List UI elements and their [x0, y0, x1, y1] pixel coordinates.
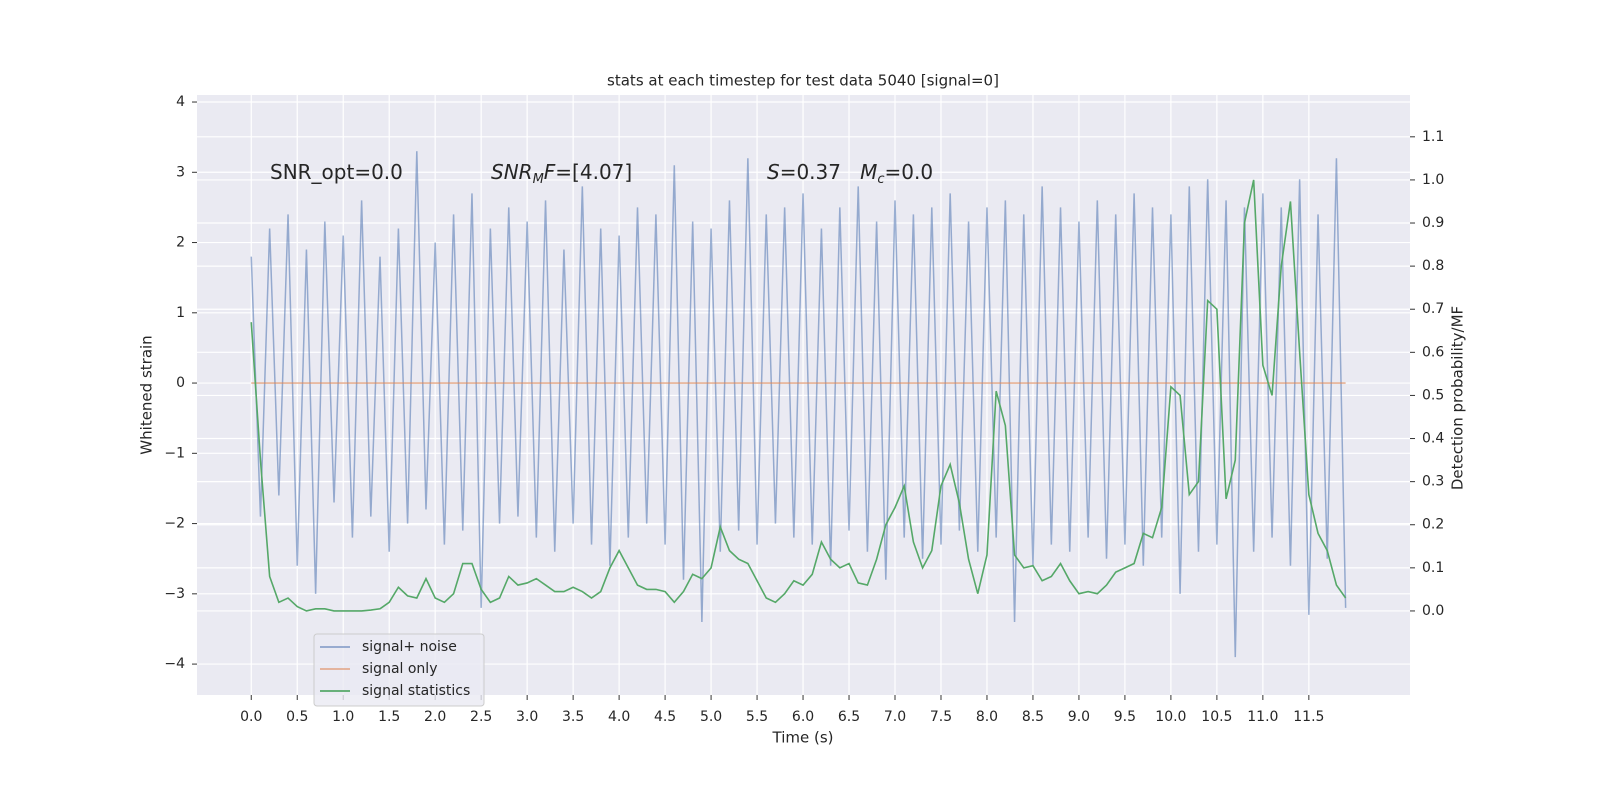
annotation: SNR_opt=0.0 [270, 160, 403, 184]
x-tick-label: 1.0 [332, 709, 354, 725]
y2-tick-label: 0.3 [1422, 474, 1444, 490]
y-tick-label: −3 [164, 586, 185, 602]
legend-label: signal+ noise [362, 639, 457, 655]
y2-tick-label: 0.9 [1422, 215, 1444, 231]
x-axis-label: Time (s) [772, 729, 834, 747]
x-tick-label: 2.0 [424, 709, 446, 725]
x-tick-label: 4.5 [654, 709, 676, 725]
legend-label: signal statistics [362, 683, 470, 699]
x-tick-label: 6.0 [792, 709, 814, 725]
chart-title: stats at each timestep for test data 504… [607, 72, 999, 90]
y-tick-label: 3 [176, 164, 185, 180]
x-tick-label: 2.5 [470, 709, 492, 725]
x-tick-label: 0.5 [286, 709, 308, 725]
x-tick-label: 10.5 [1201, 709, 1232, 725]
y2-tick-label: 0.5 [1422, 387, 1444, 403]
x-tick-label: 1.5 [378, 709, 400, 725]
annotation-part: SNR_opt=0.0 [270, 160, 403, 184]
x-tick-label: 9.0 [1068, 709, 1090, 725]
x-tick-label: 9.5 [1114, 709, 1136, 725]
y2-tick-label: 0.0 [1422, 603, 1444, 619]
x-tick-label: 0.0 [240, 709, 262, 725]
x-tick-label: 10.0 [1155, 709, 1186, 725]
annotation-part: M [860, 160, 877, 184]
annotation-part: F [544, 160, 556, 184]
y-tick-label: −4 [164, 656, 185, 672]
x-tick-label: 7.5 [930, 709, 952, 725]
series-line [250, 179, 1347, 612]
y-tick-label: −1 [164, 445, 185, 461]
legend-label: signal only [362, 661, 437, 677]
legend-box [313, 633, 485, 707]
y-tick-label: 0 [176, 375, 185, 391]
x-tick-label: 3.5 [562, 709, 584, 725]
annotation-part: =0.0 [885, 160, 934, 184]
annotation-part: c [877, 172, 884, 187]
y2-tick-label: 0.7 [1422, 301, 1444, 317]
x-tick-label: 5.0 [700, 709, 722, 725]
x-tick-label: 8.5 [1022, 709, 1044, 725]
y-tick-label: 4 [176, 94, 185, 110]
x-tick-label: 11.0 [1247, 709, 1278, 725]
x-tick-label: 3.0 [516, 709, 538, 725]
y2-tick-label: 0.1 [1422, 560, 1444, 576]
y2-tick-label: 1.1 [1422, 129, 1444, 145]
y2-tick-label: 0.2 [1422, 517, 1444, 533]
y2-tick-label: 0.6 [1422, 344, 1444, 360]
x-tick-label: 8.0 [976, 709, 998, 725]
x-tick-label: 5.5 [746, 709, 768, 725]
annotation-part: M [533, 172, 544, 187]
annotation-part: =[4.07] [555, 160, 632, 184]
y2-tick-label: 1.0 [1422, 172, 1444, 188]
x-tick-label: 6.5 [838, 709, 860, 725]
annotation-part: SNR [491, 160, 533, 184]
y-tick-label: −2 [164, 516, 185, 532]
annotation-part: S [767, 160, 780, 184]
y-tick-label: 1 [176, 305, 185, 321]
y-tick-label: 2 [176, 235, 185, 251]
annotation-part: =0.37 [780, 160, 860, 184]
y2-tick-label: 0.8 [1422, 258, 1444, 274]
y2-axis-label: Detection probability/MF [1449, 306, 1467, 490]
x-tick-label: 4.0 [608, 709, 630, 725]
annotation: SNRMF=[4.07] [491, 160, 632, 187]
x-tick-label: 7.0 [884, 709, 906, 725]
y-axis-label: Whitened strain [138, 335, 156, 454]
x-tick-label: 11.5 [1293, 709, 1324, 725]
y2-tick-label: 0.4 [1422, 431, 1444, 447]
annotation: S=0.37 Mc=0.0 [767, 160, 933, 187]
